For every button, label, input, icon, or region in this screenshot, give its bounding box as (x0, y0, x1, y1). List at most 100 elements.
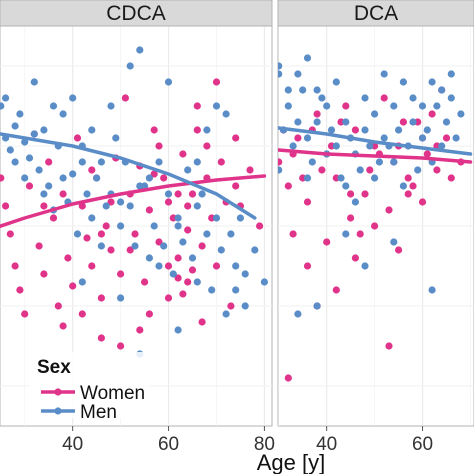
point-men (155, 158, 163, 166)
point-men (428, 286, 436, 294)
x-axis-title: Age [y] (257, 450, 325, 474)
point-women (428, 110, 436, 118)
point-women (318, 166, 326, 174)
point-women (117, 342, 125, 350)
point-men (332, 78, 340, 86)
point-women (188, 266, 197, 274)
point-men (409, 94, 417, 102)
point-women (97, 334, 105, 342)
point-women (164, 294, 173, 302)
point-women (433, 166, 441, 174)
point-women (342, 102, 350, 110)
point-men (145, 174, 153, 182)
point-men (174, 222, 182, 230)
point-men (361, 126, 369, 134)
point-men (457, 110, 465, 118)
point-women (59, 190, 67, 198)
point-men (30, 130, 38, 138)
point-women (141, 278, 149, 286)
point-women (40, 202, 48, 210)
point-men (313, 86, 321, 94)
point-men (126, 202, 134, 210)
point-women (136, 326, 144, 334)
point-women (88, 166, 96, 174)
point-men (366, 142, 374, 150)
point-men (164, 190, 173, 198)
point-men (232, 262, 240, 270)
point-women (361, 190, 369, 198)
point-men (78, 158, 86, 166)
point-men (40, 190, 48, 198)
point-women (395, 246, 403, 254)
point-men (222, 110, 230, 118)
point-men (21, 138, 29, 146)
point-men (193, 158, 201, 166)
point-men (390, 102, 398, 110)
point-women (193, 102, 201, 110)
point-men (327, 126, 336, 134)
strip-background (0, 0, 273, 27)
point-women (385, 206, 393, 214)
point-women (150, 170, 158, 178)
point-women (164, 198, 173, 206)
point-men (361, 262, 369, 270)
x-tick-label: 40 (62, 434, 83, 455)
point-men (30, 78, 38, 86)
point-women (25, 182, 34, 190)
point-women (246, 166, 254, 174)
point-women (0, 174, 5, 182)
point-men (289, 142, 297, 150)
point-women (284, 182, 292, 190)
point-men (241, 270, 249, 278)
point-women (174, 190, 182, 198)
legend-key-point (54, 388, 62, 396)
point-women (212, 78, 221, 86)
point-women (64, 254, 72, 262)
series-men (278, 54, 465, 318)
point-women (184, 202, 192, 210)
point-men (193, 278, 201, 286)
point-men (452, 134, 460, 142)
point-men (11, 158, 19, 166)
point-women (174, 254, 182, 262)
point-women (155, 238, 163, 246)
point-women (150, 126, 158, 134)
point-men (371, 110, 379, 118)
point-women (16, 286, 24, 294)
point-women (117, 270, 125, 278)
point-men (418, 134, 427, 142)
x-tick-label: 40 (316, 434, 337, 455)
point-women (409, 182, 417, 190)
point-men (284, 102, 292, 110)
point-men (69, 170, 77, 178)
point-men (208, 286, 216, 294)
point-men (45, 182, 53, 190)
point-men (361, 94, 369, 102)
point-men (232, 286, 240, 294)
point-women (347, 214, 355, 222)
point-women (404, 190, 412, 198)
point-men (136, 46, 144, 54)
point-men (299, 86, 307, 94)
point-women (179, 290, 187, 298)
point-men (278, 70, 283, 78)
point-men (447, 94, 455, 102)
point-women (145, 310, 153, 318)
point-men (164, 78, 173, 86)
point-men (447, 70, 455, 78)
point-men (323, 102, 331, 110)
point-women (49, 214, 58, 222)
point-men (409, 118, 417, 126)
point-men (49, 102, 58, 110)
point-women (145, 206, 153, 214)
point-women (193, 126, 201, 134)
point-women (232, 182, 240, 190)
point-men (69, 94, 77, 102)
panel-dca: DCA (277, 0, 474, 427)
point-men (97, 158, 105, 166)
point-men (395, 126, 403, 134)
point-women (155, 142, 163, 150)
point-men (380, 70, 388, 78)
series-men (0, 46, 268, 358)
point-men (414, 166, 422, 174)
